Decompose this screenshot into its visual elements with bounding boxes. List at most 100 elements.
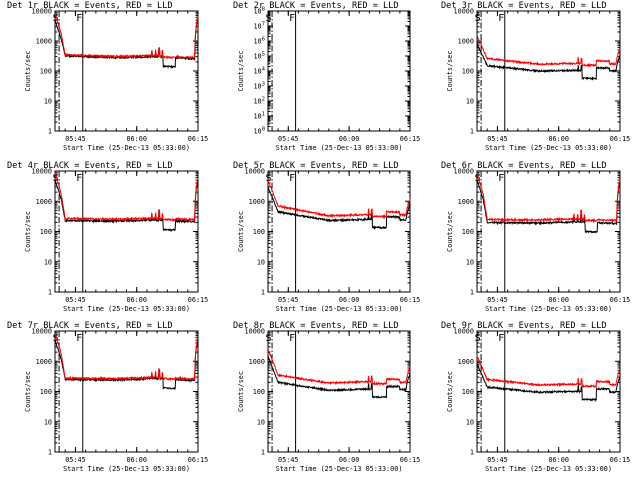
panel-det-1: Det 1r BLACK = Events, RED = LLD 1 10 100 10… <box>7 1 208 152</box>
y-tick-label: 100 <box>462 228 474 236</box>
y-axis-label: Counts/sec <box>24 371 32 412</box>
marker-label-s: S <box>266 333 272 344</box>
y-tick-label: 10 <box>257 258 265 266</box>
y-tick-label: 10 <box>466 98 474 106</box>
panel-title: Det 6r BLACK = Events, RED = LLD <box>441 161 607 171</box>
y-axis-label: Counts/sec <box>237 51 245 92</box>
x-tick-label: 06:00 <box>548 456 568 464</box>
y-tick-label: 1 <box>48 449 52 457</box>
lld-series-line <box>476 35 621 68</box>
panel-det-8: Det 8r BLACK = Events, RED = LLD 1 10 100 10… <box>233 321 420 473</box>
x-tick-label: 06:15 <box>188 135 208 143</box>
x-tick-label: 06:00 <box>339 296 359 304</box>
y-axis-label: Counts/sec <box>24 51 32 92</box>
y-tick-label: 10 <box>44 98 52 106</box>
events-series-line <box>54 179 199 232</box>
panel-title: Det 1r BLACK = Events, RED = LLD <box>7 1 173 11</box>
x-axis-label: Start Time (25-Dec-13 05:33:00) <box>63 144 190 152</box>
y-tick-label: 10 <box>44 418 52 426</box>
x-tick-label: 06:15 <box>188 296 208 304</box>
y-tick-label: 1000 <box>36 38 52 46</box>
y-tick-label: 10 <box>466 258 474 266</box>
x-axis-label: Start Time (25-Dec-13 05:33:00) <box>276 305 403 313</box>
x-tick-label: 05:45 <box>278 296 298 304</box>
x-axis-label: Start Time (25-Dec-13 05:33:00) <box>63 465 190 473</box>
x-tick-label: 06:00 <box>126 296 146 304</box>
y-tick-label: 1 <box>470 449 474 457</box>
y-tick-label: 104 <box>253 67 265 76</box>
y-tick-label: 101 <box>253 112 265 121</box>
x-tick-label: 06:15 <box>188 456 208 464</box>
x-tick-label: 06:15 <box>610 296 630 304</box>
x-axis-label: Start Time (25-Dec-13 05:33:00) <box>485 465 612 473</box>
y-tick-label: 1000 <box>36 358 52 366</box>
y-tick-label: 103 <box>253 82 265 91</box>
marker-label-s: S <box>266 173 272 184</box>
x-tick-label: 05:45 <box>487 135 507 143</box>
marker-label-s: S <box>475 173 481 184</box>
lld-series-line <box>54 332 199 382</box>
panel-title: Det 7r BLACK = Events, RED = LLD <box>7 321 173 331</box>
x-tick-label: 06:00 <box>126 135 146 143</box>
y-tick-label: 10 <box>44 258 52 266</box>
x-tick-label: 06:15 <box>400 135 420 143</box>
x-tick-label: 06:00 <box>548 296 568 304</box>
panel-title: Det 2r BLACK = Events, RED = LLD <box>233 1 399 11</box>
y-axis-label: Counts/sec <box>237 211 245 252</box>
y-tick-label: 1000 <box>458 198 474 206</box>
y-tick-label: 10000 <box>454 328 474 336</box>
panel-det-3: Det 3r BLACK = Events, RED = LLD 1 10 100 10… <box>441 1 630 152</box>
y-tick-label: 107 <box>253 22 265 31</box>
y-tick-label: 100 <box>253 388 265 396</box>
y-tick-label: 105 <box>253 52 265 61</box>
marker-label-f: F <box>76 333 82 344</box>
marker-label-s: S <box>53 333 59 344</box>
x-tick-label: 05:45 <box>65 135 85 143</box>
y-tick-label: 102 <box>253 97 265 106</box>
x-tick-label: 06:15 <box>610 456 630 464</box>
y-tick-label: 1000 <box>36 198 52 206</box>
lld-series-line <box>54 12 199 60</box>
y-tick-label: 108 <box>253 7 265 16</box>
lld-series-line <box>476 172 621 223</box>
y-tick-label: 1 <box>48 289 52 297</box>
y-tick-label: 1 <box>261 289 265 297</box>
panel-det-2: Det 2r BLACK = Events, RED = LLD 100 101 10… <box>233 1 420 152</box>
events-series-line <box>476 363 621 403</box>
y-tick-label: 1 <box>470 289 474 297</box>
marker-label-f: F <box>289 173 295 184</box>
marker-label-f: F <box>76 173 82 184</box>
x-tick-label: 06:00 <box>548 135 568 143</box>
x-tick-label: 06:00 <box>126 456 146 464</box>
y-tick-label: 100 <box>253 127 265 136</box>
y-tick-label: 10 <box>466 418 474 426</box>
marker-label-s: S <box>53 173 59 184</box>
panel-title: Det 3r BLACK = Events, RED = LLD <box>441 1 607 11</box>
y-tick-label: 10000 <box>454 168 474 176</box>
y-tick-label: 1000 <box>458 358 474 366</box>
events-series-line <box>267 186 411 231</box>
marker-label-f: F <box>289 333 295 344</box>
x-tick-label: 05:45 <box>65 456 85 464</box>
lld-series-line <box>267 179 411 220</box>
marker-label-f: F <box>289 13 295 24</box>
marker-label-s: S <box>266 13 272 24</box>
panel-det-5: Det 5r BLACK = Events, RED = LLD 1 10 100 10… <box>233 161 420 313</box>
y-tick-label: 100 <box>253 228 265 236</box>
marker-label-f: F <box>76 13 82 24</box>
x-tick-label: 06:00 <box>339 135 359 143</box>
panel-det-9: Det 9r BLACK = Events, RED = LLD 1 10 100 10… <box>441 321 630 473</box>
y-tick-label: 100 <box>40 68 52 76</box>
y-axis-label: Counts/sec <box>237 371 245 412</box>
y-tick-label: 1000 <box>249 198 265 206</box>
y-axis-label: Counts/sec <box>446 51 454 92</box>
marker-label-s: S <box>53 13 59 24</box>
lld-series-line <box>267 349 411 387</box>
y-tick-label: 100 <box>462 388 474 396</box>
panel-title: Det 8r BLACK = Events, RED = LLD <box>233 321 399 331</box>
y-tick-label: 10000 <box>245 328 265 336</box>
y-tick-label: 1000 <box>249 358 265 366</box>
